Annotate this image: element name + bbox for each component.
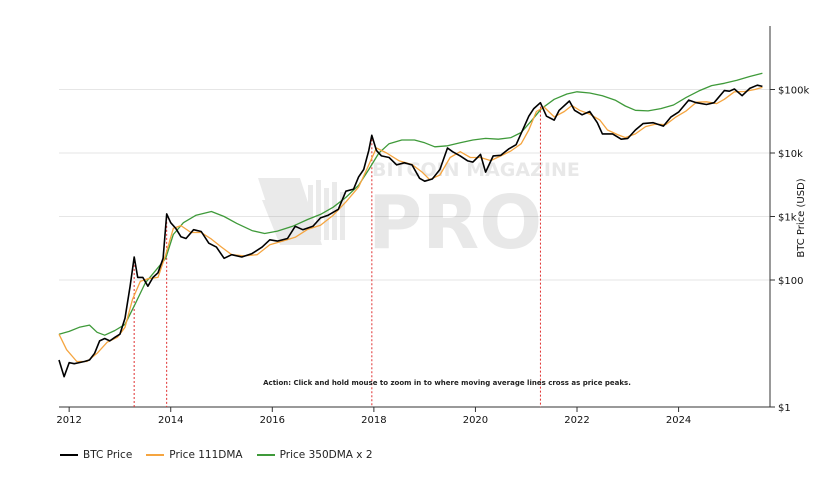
legend-item[interactable]: Price 111DMA: [146, 449, 243, 461]
legend-item[interactable]: BTC Price: [60, 449, 132, 461]
y-tick-label: $100: [778, 276, 803, 287]
x-tick-label: 2014: [158, 415, 183, 426]
series-group: [58, 72, 763, 378]
watermark-pro-text: PRO: [368, 180, 542, 266]
x-tick-label: 2020: [463, 415, 488, 426]
legend-swatch: [146, 454, 165, 456]
legend-label: Price 350DMA x 2: [279, 449, 373, 461]
x-axis: 2012 2014 2016 2018 2020 2022 2024: [56, 406, 770, 426]
y-axis: $1 $100 $1k $10k $100k: [769, 26, 809, 414]
x-tick-label: 2018: [361, 415, 386, 426]
gridlines: [59, 89, 770, 281]
watermark-logo-icon: [258, 178, 345, 245]
legend-item[interactable]: Price 350DMA x 2: [256, 449, 373, 461]
y-axis-label: BTC Price (USD): [796, 178, 807, 257]
y-tick-label: $1k: [778, 213, 797, 224]
x-tick-label: 2022: [564, 415, 589, 426]
legend-label: Price 111DMA: [169, 449, 243, 461]
chart-annotation: Action: Click and hold mouse to zoom in …: [263, 379, 631, 387]
y-tick-label: $1: [778, 403, 791, 414]
legend: BTC Price Price 111DMA Price 350DMA x 2: [60, 449, 373, 461]
legend-swatch: [60, 454, 78, 456]
y-tick-label: $100k: [778, 86, 809, 97]
series-line-price-350dma-x2[interactable]: [58, 72, 763, 336]
watermark: BITCOIN MAGAZINE PRO: [258, 159, 580, 266]
series-line-price-111dma[interactable]: [58, 86, 763, 363]
x-tick-label: 2024: [666, 415, 691, 426]
y-tick-label: $10k: [778, 149, 803, 160]
watermark-top-text: BITCOIN MAGAZINE: [372, 159, 580, 181]
x-tick-label: 2012: [56, 415, 81, 426]
x-tick-label: 2016: [260, 415, 285, 426]
ma-cross-markers: [133, 102, 541, 407]
series-line-btc-price[interactable]: [58, 84, 763, 378]
legend-swatch: [256, 454, 275, 456]
legend-label: BTC Price: [83, 449, 133, 461]
